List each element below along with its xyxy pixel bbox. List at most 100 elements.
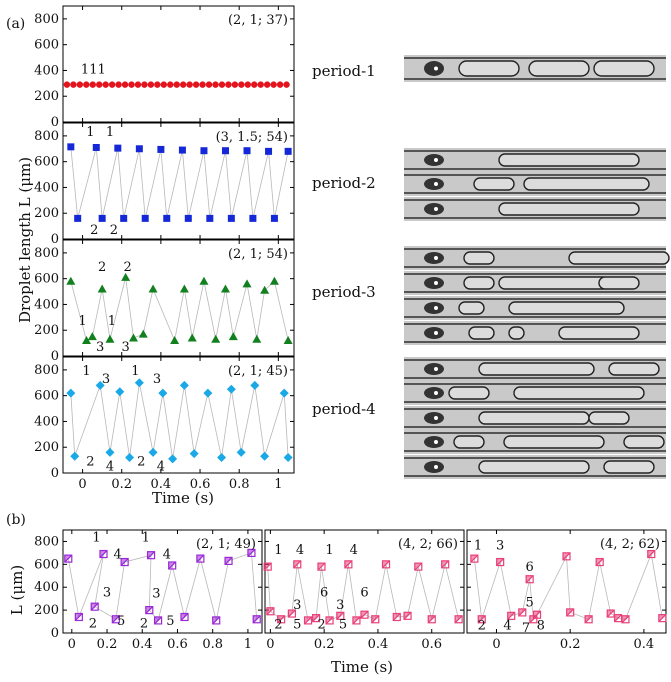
data-point [98, 214, 106, 222]
data-point [231, 81, 239, 88]
y-tick-label: 800 [34, 129, 59, 144]
nozzle-highlight [434, 207, 438, 211]
y-tick-label: 400 [34, 414, 59, 429]
nozzle-highlight [434, 416, 438, 420]
channel-wall [404, 150, 666, 152]
data-point [279, 388, 289, 398]
data-point [238, 81, 245, 88]
droplet-shape [463, 251, 495, 265]
data-point [221, 147, 229, 155]
x-tick-label: 0.2 [111, 477, 132, 492]
channel-wall [404, 298, 666, 300]
data-point [115, 387, 125, 397]
marker-fill [121, 558, 129, 566]
data-point [179, 284, 189, 293]
point-label: 4 [113, 548, 121, 563]
channel-wall [404, 174, 666, 176]
plot-a2: 0 200 400 600 800 1 1 2 2 (3, 1.5; 54) [34, 122, 295, 247]
series-connector [70, 382, 289, 459]
marker-fill [361, 611, 368, 619]
channel-wall [404, 377, 666, 379]
droplet-shape [593, 60, 655, 77]
point-label: 1 [82, 364, 90, 379]
data-point [220, 284, 230, 293]
y-tick-label: 800 [34, 246, 59, 261]
y-tick-label: 600 [34, 272, 59, 287]
point-label: 2 [86, 454, 94, 469]
plot-frame [62, 122, 295, 240]
x-tick-label: 0.2 [560, 637, 581, 652]
channel-wall [404, 199, 666, 201]
data-point [184, 214, 192, 222]
droplet-shape [528, 60, 590, 77]
point-label: 1 [86, 125, 94, 140]
marker-fill [596, 558, 604, 566]
data-point [76, 81, 84, 88]
point-label: 3 [152, 587, 160, 602]
point-label: 4 [163, 548, 171, 563]
channel-wall [404, 217, 666, 219]
point-label: 2 [140, 616, 148, 631]
marker-fill [264, 563, 272, 571]
marker-fill [614, 614, 622, 622]
data-point [283, 336, 293, 345]
point-label: 3 [496, 538, 504, 553]
data-point [163, 214, 171, 222]
marker-fill [496, 558, 504, 566]
data-point [179, 81, 187, 88]
droplet-shape [508, 326, 525, 340]
point-label: 3 [103, 585, 111, 600]
data-point [66, 276, 76, 285]
data-point [83, 81, 90, 88]
y-tick-label: 600 [34, 389, 59, 404]
data-point [192, 81, 200, 88]
marker-fill [253, 615, 261, 623]
b-y-axis-title: L (μm) [8, 565, 26, 615]
data-point [227, 214, 235, 222]
nozzle-highlight [434, 367, 438, 371]
parameter-annotation: (4, 2; 66) [398, 537, 458, 552]
channel-wall [404, 341, 666, 343]
droplet-shape [603, 460, 655, 474]
point-label: 3 [336, 598, 344, 613]
marker-fill [647, 550, 655, 558]
point-label: 2 [123, 260, 131, 275]
droplet-shape [503, 435, 605, 449]
data-point [200, 147, 208, 155]
data-point [108, 81, 116, 88]
period-label-1: period-1 [312, 62, 376, 80]
point-label: 2 [110, 223, 118, 238]
droplet-shape [498, 276, 610, 290]
point-label: 1 [78, 314, 86, 329]
marker-fill [247, 549, 255, 557]
data-point [141, 214, 149, 222]
droplet-shape [468, 326, 495, 340]
droplet-shape [473, 177, 515, 191]
x-tick-label: 0.2 [314, 637, 335, 652]
data-point [134, 378, 144, 388]
x-tick-label: 0 [68, 637, 76, 652]
data-point [186, 81, 193, 88]
y-tick-label: 400 [34, 297, 59, 312]
point-label: 3 [102, 372, 110, 387]
data-point [270, 214, 278, 222]
point-label: 111 [81, 63, 106, 78]
data-point [283, 81, 290, 88]
data-point [70, 451, 80, 461]
point-label: 5 [526, 596, 534, 611]
point-label: 1 [108, 314, 116, 329]
parameter-annotation: (2, 1; 54) [228, 247, 288, 262]
point-label: 4 [503, 619, 511, 634]
marker-fill [371, 615, 379, 623]
data-point [134, 81, 142, 88]
droplet-shape [478, 362, 595, 376]
marker-fill [566, 608, 574, 616]
marker-fill [621, 615, 629, 623]
nozzle-highlight [434, 281, 438, 285]
data-point [179, 380, 189, 390]
data-point [67, 143, 75, 151]
y-tick-label: 0 [51, 232, 59, 247]
data-point [199, 81, 206, 88]
y-tick-label: 200 [34, 206, 59, 221]
point-label: 1 [131, 364, 139, 379]
